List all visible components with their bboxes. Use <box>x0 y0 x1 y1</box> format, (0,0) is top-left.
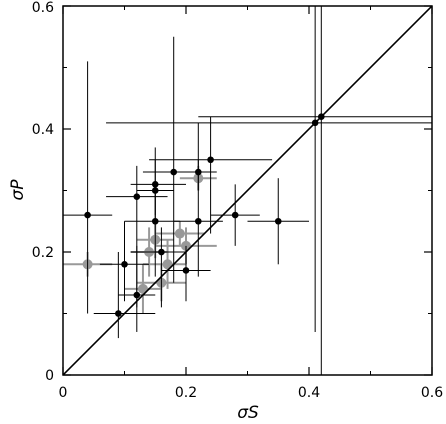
x-tick-label: 0 <box>59 385 68 401</box>
y-tick-label: 0 <box>45 368 54 384</box>
y-tick-label: 0.6 <box>32 0 54 16</box>
x-tick-label: 0.6 <box>421 385 443 401</box>
y-tick-label: 0.2 <box>32 245 54 261</box>
black-series <box>63 6 432 375</box>
data-point <box>182 267 190 274</box>
chart-marks <box>63 6 432 375</box>
x-tick-label: 0.4 <box>298 385 320 401</box>
data-point <box>174 228 185 239</box>
gray-series <box>63 165 217 314</box>
x-axis-title: σS <box>237 403 259 423</box>
data-point <box>115 310 122 317</box>
identity-line <box>63 6 432 375</box>
y-tick-label: 0.4 <box>32 122 54 138</box>
data-point <box>151 217 159 225</box>
x-tick-label: 0.2 <box>175 385 197 401</box>
data-point <box>195 217 202 225</box>
data-point <box>158 248 165 256</box>
data-point <box>121 261 128 268</box>
data-point <box>133 193 141 200</box>
data-point <box>133 291 141 299</box>
data-point <box>162 259 173 270</box>
y-axis-title: σP <box>8 179 28 201</box>
data-point <box>170 168 177 176</box>
data-point <box>207 156 214 164</box>
axis-ticks <box>62 5 433 376</box>
data-point <box>137 283 148 294</box>
data-point <box>274 217 282 225</box>
data-point <box>231 211 239 219</box>
data-point <box>84 211 91 219</box>
